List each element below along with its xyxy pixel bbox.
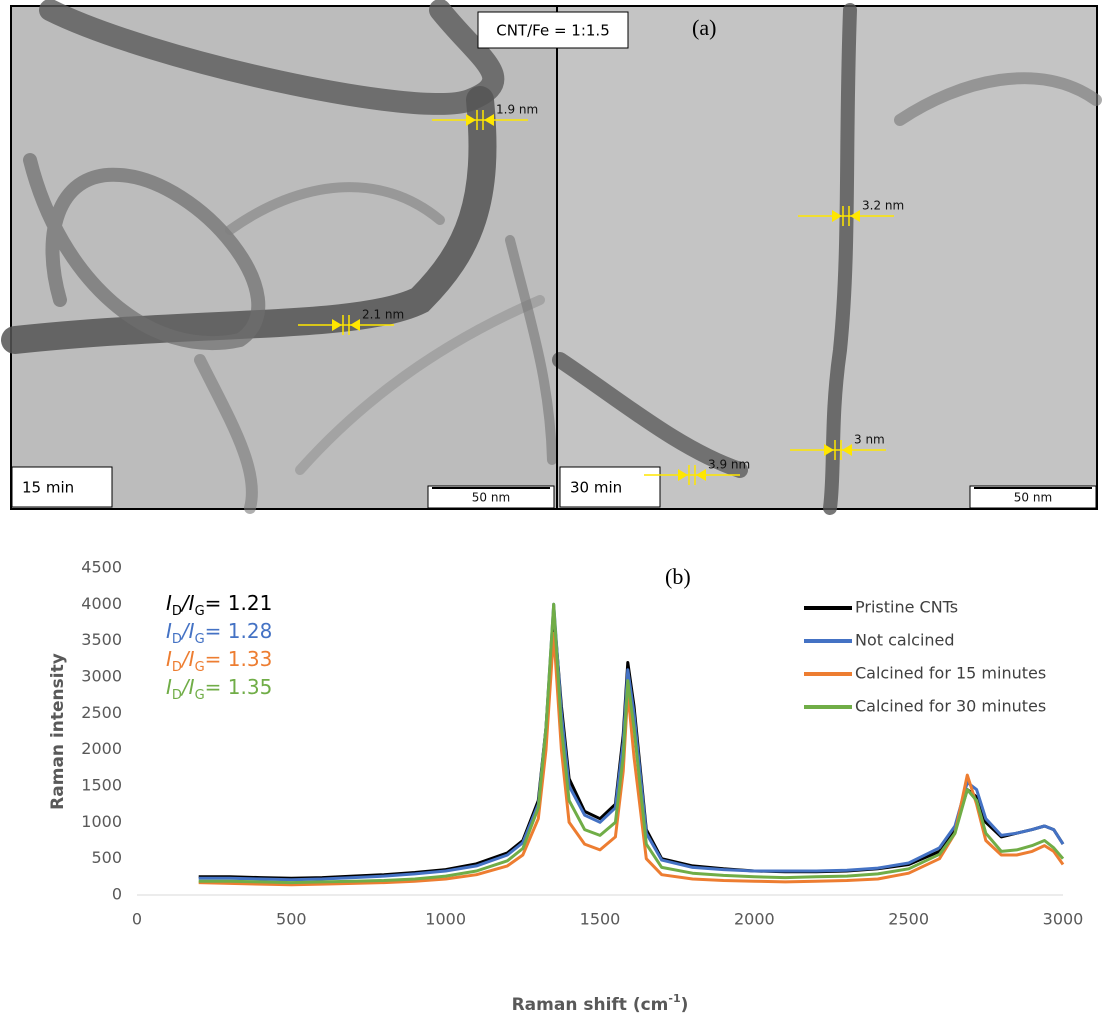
- ratio-part: /I: [180, 675, 195, 699]
- y-tick-label: 2500: [81, 703, 122, 722]
- ratio-part: = 1.33: [205, 647, 273, 671]
- panel-title: CNT/Fe = 1:1.5: [496, 22, 610, 40]
- x-tick-label: 1000: [425, 910, 466, 929]
- ratio-part: = 1.21: [205, 591, 273, 615]
- panel-label: (b): [665, 564, 691, 589]
- legend-label: Pristine CNTs: [855, 598, 958, 617]
- x-axis-label: Raman shift (cm-1): [512, 992, 689, 1016]
- ratio-part: /I: [180, 647, 195, 671]
- time-label: 30 min: [570, 479, 622, 497]
- y-tick-label: 3000: [81, 667, 122, 686]
- y-tick-label: 4000: [81, 594, 122, 613]
- x-axis-label-part: -1: [668, 992, 680, 1005]
- panel-label: (a): [692, 15, 716, 40]
- ratio-part: /I: [180, 619, 195, 643]
- y-tick-label: 0: [112, 885, 122, 904]
- width-label: 3.2 nm: [862, 199, 904, 213]
- x-axis-label-part: ): [681, 995, 689, 1015]
- x-tick-label: 500: [276, 910, 307, 929]
- width-label: 2.1 nm: [362, 308, 404, 322]
- ratio-part: G: [195, 632, 205, 647]
- time-label: 15 min: [22, 479, 74, 497]
- ratio-part: D: [172, 604, 182, 619]
- y-tick-label: 1500: [81, 776, 122, 795]
- ratio-part: D: [172, 632, 182, 647]
- y-axis-label: Raman intensity: [48, 653, 68, 810]
- ratio-part: = 1.35: [205, 675, 273, 699]
- ratio-part: = 1.28: [205, 619, 273, 643]
- ratio-part: /I: [180, 591, 195, 615]
- ratio-part: G: [195, 660, 205, 675]
- x-tick-label: 1500: [580, 910, 621, 929]
- x-tick-label: 2000: [734, 910, 775, 929]
- figure: CNT/Fe = 1:1.5 (a) 15 min 50 nm 30 min 5…: [0, 0, 1102, 1019]
- width-label: 1.9 nm: [496, 103, 538, 117]
- width-label: 3 nm: [854, 433, 885, 447]
- y-tick-label: 2000: [81, 739, 122, 758]
- y-tick-label: 500: [91, 848, 122, 867]
- legend-label: Calcined for 15 minutes: [855, 664, 1046, 683]
- y-tick-label: 3500: [81, 630, 122, 649]
- ratio-part: G: [195, 604, 205, 619]
- x-tick-label: 2500: [888, 910, 929, 929]
- legend-label: Calcined for 30 minutes: [855, 697, 1046, 716]
- y-tick-label: 4500: [81, 558, 122, 577]
- scale-label: 50 nm: [1014, 491, 1052, 505]
- x-tick-label: 0: [132, 910, 142, 929]
- x-tick-label: 3000: [1043, 910, 1084, 929]
- scale-label: 50 nm: [472, 491, 510, 505]
- width-label: 3.9 nm: [708, 458, 750, 472]
- ratio-part: D: [172, 688, 182, 703]
- ratio-part: D: [172, 660, 182, 675]
- y-tick-label: 1000: [81, 812, 122, 831]
- x-axis-label-part: Raman shift (cm: [512, 995, 669, 1015]
- ratio-part: G: [195, 688, 205, 703]
- legend-label: Not calcined: [855, 631, 955, 650]
